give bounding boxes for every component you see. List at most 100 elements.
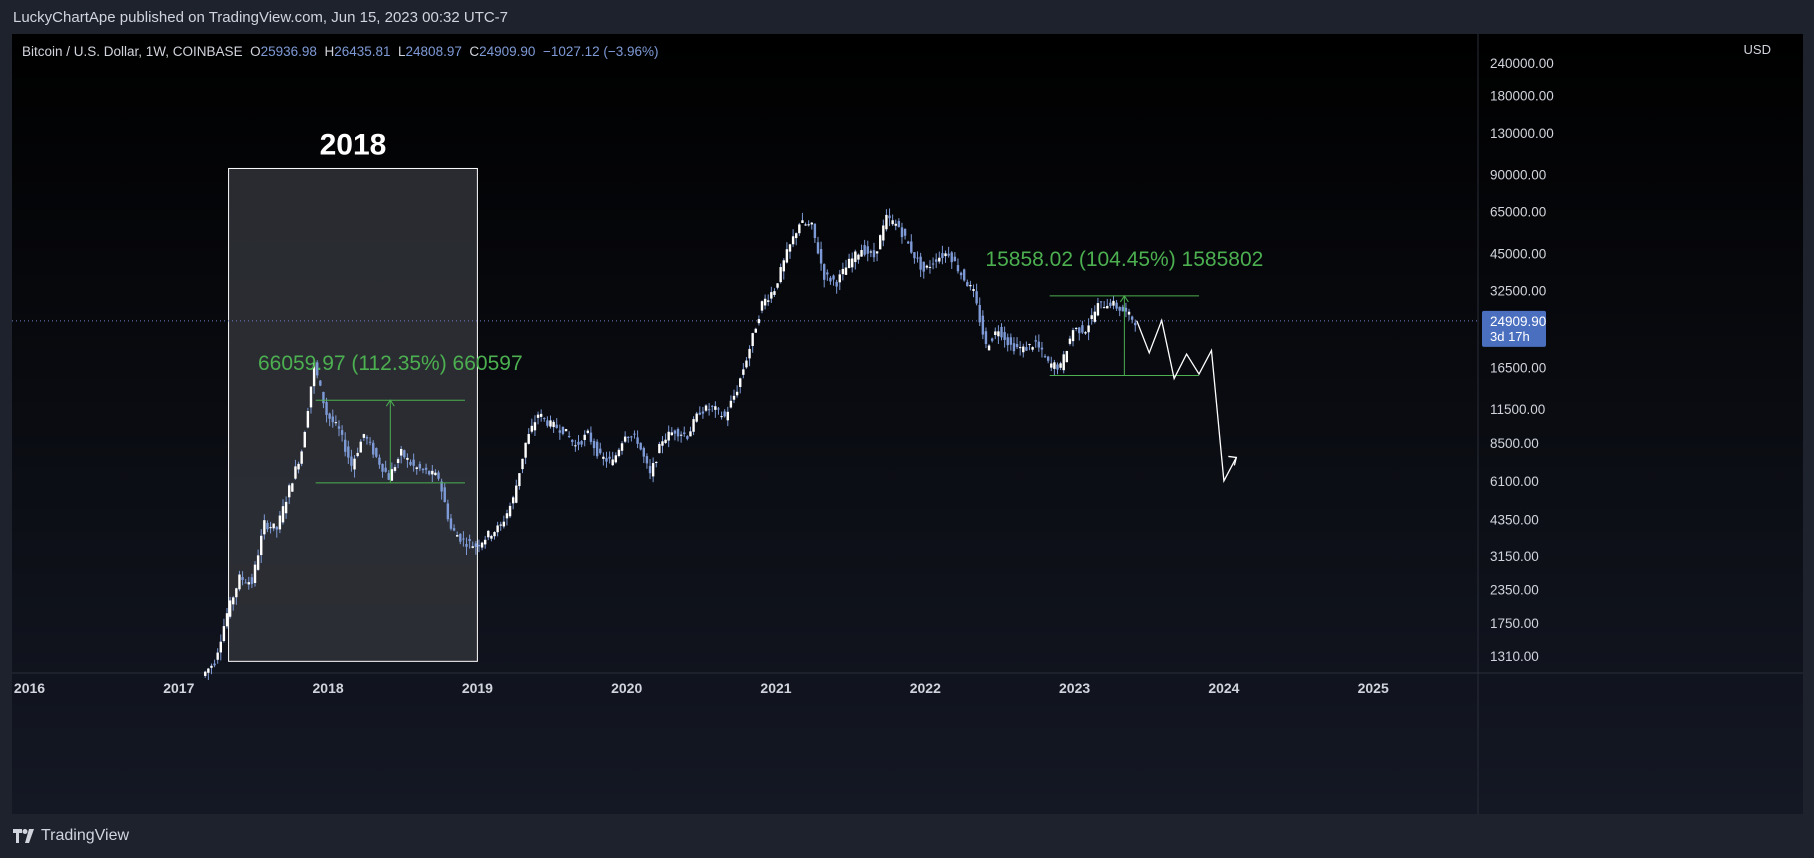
candle-body xyxy=(990,338,994,341)
candle-body xyxy=(1115,302,1118,309)
candle-body xyxy=(399,448,403,456)
tradingview-logo[interactable]: TradingView xyxy=(13,826,129,846)
candle-body xyxy=(627,436,630,438)
measure-2018-label: 66059.97 (112.35%) 660597 xyxy=(258,352,523,375)
candle-body xyxy=(241,577,244,581)
candle-body xyxy=(204,671,207,676)
candle-body xyxy=(434,472,437,476)
candle-body xyxy=(499,524,502,526)
candle-body xyxy=(462,538,465,540)
candle-body xyxy=(530,425,534,432)
candle-body xyxy=(686,436,689,439)
x-tick-label: 2023 xyxy=(1059,680,1090,696)
candle-body xyxy=(583,434,586,440)
candle-body xyxy=(832,275,835,280)
candle-body xyxy=(216,652,219,660)
candle-body xyxy=(934,259,938,262)
candle-body xyxy=(387,473,390,480)
candle-body xyxy=(661,441,664,446)
candle-body xyxy=(1022,346,1025,353)
candle-body xyxy=(247,582,250,585)
candle-body xyxy=(1081,325,1084,333)
candle-body xyxy=(555,424,558,428)
candle-body xyxy=(826,272,829,275)
candle-body xyxy=(726,411,729,421)
chart-frame[interactable]: 2018 66059.97 (112.35%) 660597 15858.02 (1… xyxy=(12,34,1803,814)
candle-body xyxy=(372,442,375,455)
candle-body xyxy=(375,448,378,457)
candle-body xyxy=(505,513,509,519)
x-tick-label: 2025 xyxy=(1358,680,1389,696)
currency-label: USD xyxy=(1743,42,1771,57)
candle-body xyxy=(770,292,773,299)
price-chart[interactable]: 2018 66059.97 (112.35%) 660597 15858.02 (1… xyxy=(12,34,1803,814)
candle-body xyxy=(291,483,294,492)
candle-body xyxy=(356,452,359,457)
candle-body xyxy=(511,497,515,504)
candle-body xyxy=(903,228,907,236)
candle-body xyxy=(263,520,266,535)
y-tick-label: 240000.00 xyxy=(1490,56,1554,71)
candle-body xyxy=(987,345,991,351)
candle-body xyxy=(595,441,599,457)
candle-body xyxy=(322,391,325,404)
candle-body xyxy=(906,241,910,244)
candle-body xyxy=(885,214,888,230)
candle-body xyxy=(838,274,841,283)
candle-body xyxy=(630,436,633,438)
candle-body xyxy=(561,426,565,434)
candle-body xyxy=(763,298,767,306)
candle-body xyxy=(869,251,873,253)
candle-body xyxy=(275,526,278,530)
candle-body xyxy=(748,348,751,359)
candle-body xyxy=(424,467,428,470)
candle-body xyxy=(1040,347,1044,350)
y-tick-label: 180000.00 xyxy=(1490,89,1554,104)
candle-body xyxy=(829,277,832,282)
candle-body xyxy=(288,485,291,498)
candle-body xyxy=(698,412,701,415)
candle-body xyxy=(623,436,627,442)
candle-body xyxy=(546,420,549,426)
candle-body xyxy=(1053,362,1056,369)
candle-body xyxy=(353,458,356,470)
x-tick-label: 2016 xyxy=(14,680,45,696)
candle-body xyxy=(953,256,957,262)
projection-path xyxy=(1136,318,1237,484)
candle-body xyxy=(599,448,602,454)
candle-body xyxy=(701,411,705,414)
candle-body xyxy=(969,284,972,287)
candle-body xyxy=(931,263,935,265)
candle-body xyxy=(910,241,913,253)
candle-body xyxy=(916,257,919,259)
candle-body xyxy=(928,266,932,268)
tradingview-icon xyxy=(13,829,34,843)
candle-body xyxy=(978,305,981,323)
candle-body xyxy=(841,268,845,275)
y-tick-label: 1310.00 xyxy=(1490,649,1539,664)
last-price-badge xyxy=(1482,310,1546,347)
candle-body xyxy=(403,450,406,458)
candle-body xyxy=(496,525,499,533)
candle-body xyxy=(543,417,546,419)
candle-body xyxy=(225,613,229,627)
y-tick-label: 1750.00 xyxy=(1490,616,1539,631)
candle-body xyxy=(207,668,210,673)
candle-body xyxy=(316,362,319,376)
candle-body xyxy=(1062,354,1065,371)
candles-group xyxy=(204,208,1137,680)
y-tick-label: 8500.00 xyxy=(1490,436,1539,451)
candle-body xyxy=(913,252,916,259)
candle-body xyxy=(791,236,795,245)
candle-body xyxy=(281,506,285,523)
candle-body xyxy=(1006,337,1009,346)
candle-body xyxy=(244,582,247,584)
candle-body xyxy=(767,300,770,302)
candle-body xyxy=(1018,347,1022,349)
candle-body xyxy=(586,430,590,433)
candle-body xyxy=(1087,325,1090,333)
candle-body xyxy=(1003,332,1006,340)
legend-high-key: H xyxy=(324,44,335,59)
candle-body xyxy=(779,267,782,283)
candle-body xyxy=(524,442,527,458)
